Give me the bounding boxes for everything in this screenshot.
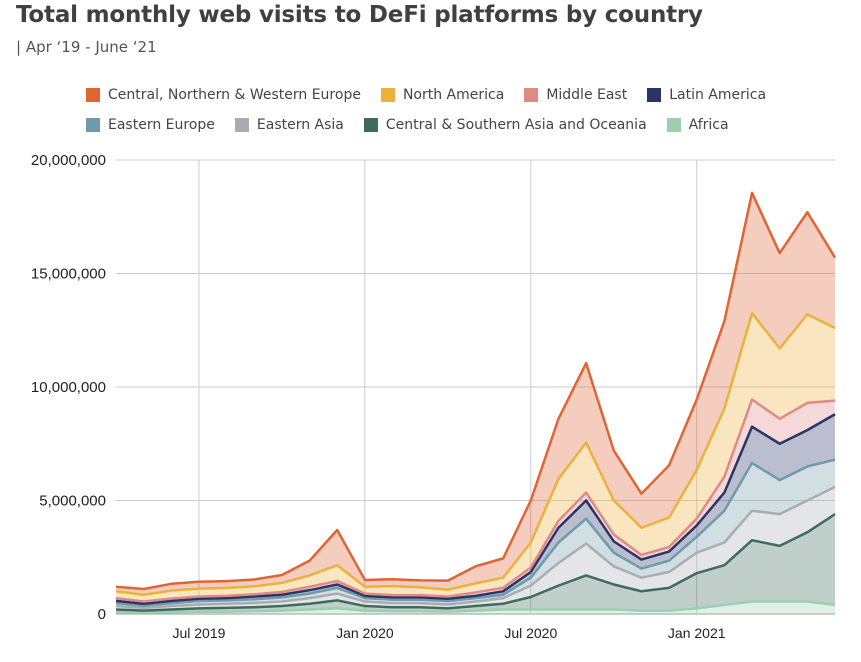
legend-swatch (363, 118, 378, 132)
y-tick-label: 5,000,000 (39, 493, 106, 510)
legend-item-eastern-asia[interactable]: Eastern Asia (234, 117, 344, 133)
area-north-america (116, 313, 835, 602)
line-eastern-europe (115, 458, 836, 607)
y-tick-label: 20,000,000 (31, 152, 106, 169)
y-tick-label: 10,000,000 (31, 379, 106, 396)
legend-item-latin-america[interactable]: Latin America (647, 87, 766, 103)
legend-row-2: Eastern Europe Eastern Asia Central & So… (86, 110, 856, 140)
x-tick-label: Jan 2021 (668, 625, 726, 641)
legend-item-eastern-europe[interactable]: Eastern Europe (86, 117, 215, 133)
legend-swatch (86, 118, 100, 132)
legend-swatch (380, 88, 395, 102)
line-latin-america (115, 413, 836, 606)
legend-label: Central, Northern & Western Europe (108, 87, 361, 103)
line-central-southern-asia-and-oceania (115, 513, 836, 612)
line-africa (115, 600, 836, 614)
legend-label: Middle East (546, 87, 628, 103)
x-tick-label: Jan 2020 (336, 625, 394, 641)
legend-label: Latin America (669, 87, 767, 103)
legend-item-africa[interactable]: Africa (666, 117, 729, 133)
legend-swatch (86, 88, 100, 102)
legend-label: Central & Southern Asia and Oceania (385, 117, 647, 133)
area-eastern-asia (116, 486, 835, 611)
area-middle-east (116, 399, 835, 604)
x-tick-label: Jul 2019 (172, 625, 225, 641)
legend-label: North America (402, 87, 505, 103)
legend-swatch (666, 118, 681, 132)
legend-item-cs-asia-oceania[interactable]: Central & Southern Asia and Oceania (363, 117, 647, 133)
legend-row-1: Central, Northern & Western Europe North… (86, 80, 856, 110)
y-tick-label: 0 (98, 606, 106, 623)
chart-subtitle: | Apr ‘19 - June ‘21 (16, 38, 157, 56)
legend-item-middle-east[interactable]: Middle East (524, 87, 627, 103)
x-tick-label: Jul 2020 (504, 625, 557, 641)
legend: Central, Northern & Western Europe North… (86, 80, 856, 140)
area-eastern-europe (116, 459, 835, 608)
legend-item-north-america[interactable]: North America (380, 87, 505, 103)
area-latin-america (116, 414, 835, 606)
y-tick-label: 15,000,000 (31, 266, 106, 283)
stacked-area-chart: 0 5,000,000 10,000,000 15,000,000 20,000,000… (31, 152, 837, 641)
line-central-northern-western-europe (115, 191, 837, 591)
legend-label: Eastern Asia (256, 117, 344, 133)
legend-item-cnw-europe[interactable]: Central, Northern & Western Europe (86, 87, 361, 103)
legend-label: Eastern Europe (108, 117, 215, 133)
legend-label: Africa (688, 117, 729, 133)
chart-title: Total monthly web visits to DeFi platfor… (16, 2, 703, 28)
line-north-america (115, 311, 836, 596)
legend-swatch (647, 88, 662, 102)
line-middle-east (115, 398, 836, 603)
line-eastern-asia (115, 485, 836, 610)
legend-swatch (524, 88, 539, 102)
legend-swatch (234, 118, 249, 132)
area-central-northern-western-europe (116, 192, 835, 595)
